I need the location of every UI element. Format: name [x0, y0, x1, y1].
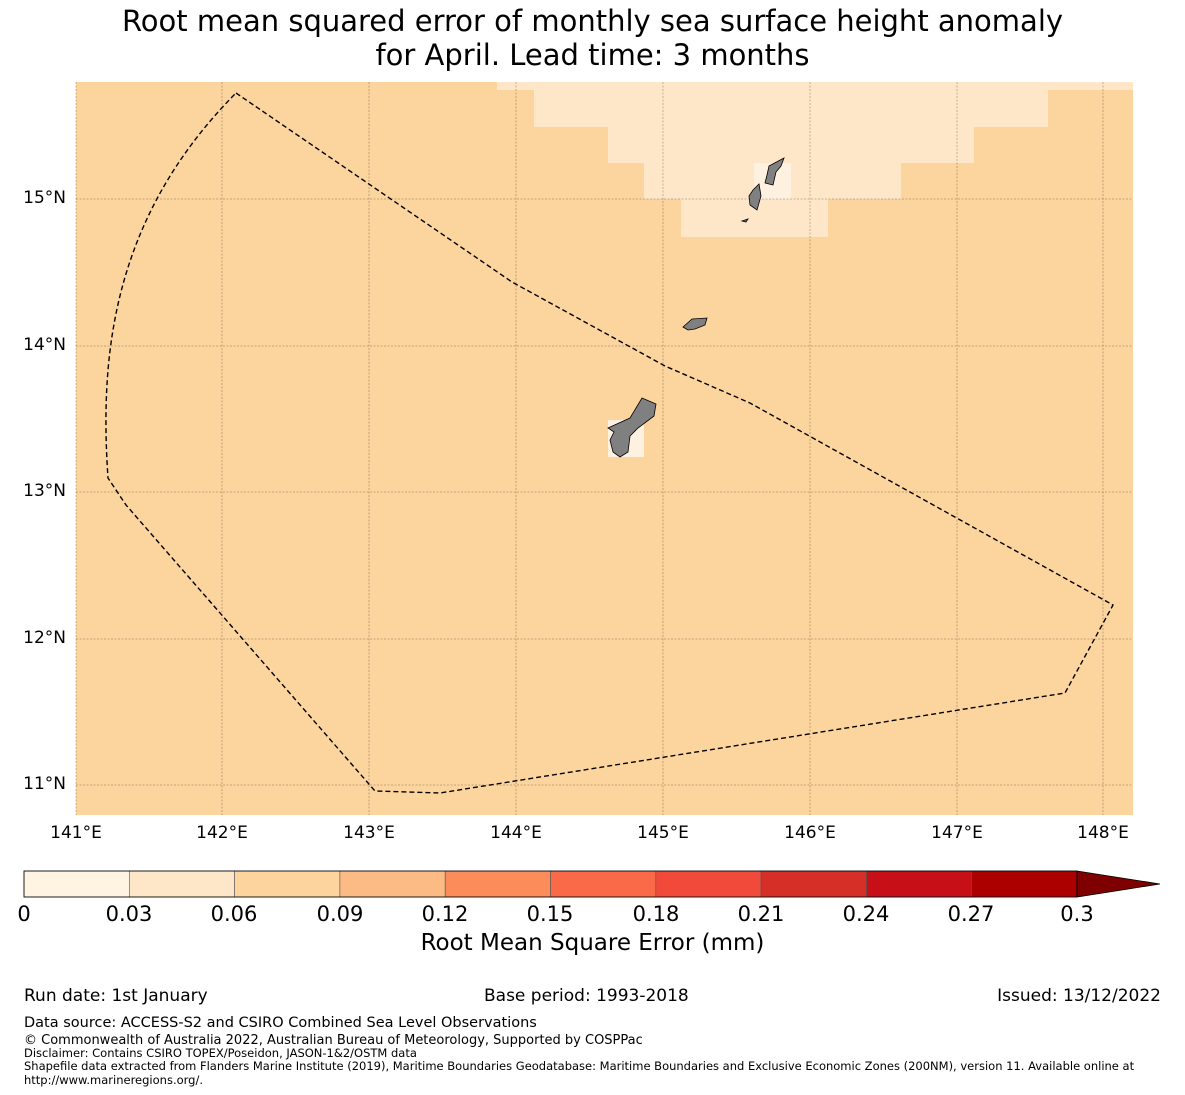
- colorbar-segment: [129, 870, 235, 898]
- map-title-line-2: for April. Lead time: 3 months: [375, 38, 810, 72]
- colorbar-tick: 0.21: [737, 902, 785, 926]
- colorbar-segment: [550, 870, 657, 898]
- island-saipan: [764, 157, 785, 186]
- lon-tick-142: 142°E: [196, 823, 248, 843]
- lat-tick-13: 13°N: [23, 481, 66, 501]
- copyright: © Commonwealth of Australia 2022, Austra…: [24, 1033, 643, 1048]
- lon-tick-143: 143°E: [343, 823, 395, 843]
- island-guam: [607, 397, 657, 458]
- colorbar: [23, 870, 1161, 898]
- colorbar-tick: 0.18: [632, 902, 680, 926]
- islands: [607, 157, 785, 458]
- colorbar-segment: [971, 870, 1078, 898]
- colorbar-frame: [23, 870, 1078, 898]
- lon-tick-147: 147°E: [931, 823, 983, 843]
- lon-tick-141: 141°E: [50, 823, 102, 843]
- map-title-line-1: Root mean squared error of monthly sea s…: [121, 4, 1064, 38]
- colorbar-segment: [655, 870, 762, 898]
- colorbar-segment: [339, 870, 446, 898]
- gridlines: [75, 82, 1133, 815]
- colorbar-tick: 0.27: [947, 902, 995, 926]
- colorbar-tick: 0.12: [421, 902, 469, 926]
- colorbar-tick: 0.3: [1060, 902, 1094, 926]
- lat-tick-14: 14°N: [23, 335, 66, 355]
- colorbar-segment: [866, 870, 973, 898]
- lon-tick-144: 144°E: [490, 823, 542, 843]
- colorbar-tick: 0.24: [842, 902, 890, 926]
- colorbar-tick: 0: [17, 902, 31, 926]
- colorbar-segment: [23, 870, 130, 898]
- shapefile-credit: Shapefile data extracted from Flanders M…: [24, 1059, 1135, 1087]
- base-period: Base period: 1993-2018: [484, 986, 689, 1006]
- lat-tick-12: 12°N: [23, 628, 66, 648]
- colorbar-segment: [234, 870, 341, 898]
- colorbar-tick: 0.09: [316, 902, 364, 926]
- lon-tick-148: 148°E: [1077, 823, 1129, 843]
- colorbar-label: Root Mean Square Error (mm): [420, 930, 765, 956]
- colorbar-segment: [760, 870, 867, 898]
- issued-date: Issued: 13/12/2022: [997, 986, 1161, 1006]
- lat-tick-15: 15°N: [23, 188, 66, 208]
- island-rota: [682, 317, 708, 331]
- disclaimer: Disclaimer: Contains CSIRO TOPEX/Poseido…: [24, 1046, 417, 1060]
- colorbar-extend-arrow: [1076, 870, 1161, 898]
- map-background: [76, 82, 1133, 815]
- lon-tick-146: 146°E: [784, 823, 836, 843]
- island-tinian: [748, 183, 762, 211]
- eez-boundary-line: [105, 92, 1114, 794]
- light-rmse-region: [497, 82, 1133, 237]
- colorbar-tick: 0.03: [105, 902, 153, 926]
- data-source: Data source: ACCESS-S2 and CSIRO Combine…: [24, 1015, 537, 1031]
- colorbar-tick: 0.06: [210, 902, 258, 926]
- colorbar-tick: 0.15: [526, 902, 574, 926]
- island-aguijan: [740, 218, 749, 223]
- lon-tick-145: 145°E: [637, 823, 689, 843]
- lat-tick-11: 11°N: [23, 774, 66, 794]
- colorbar-segment: [444, 870, 551, 898]
- run-date: Run date: 1st January: [24, 986, 208, 1006]
